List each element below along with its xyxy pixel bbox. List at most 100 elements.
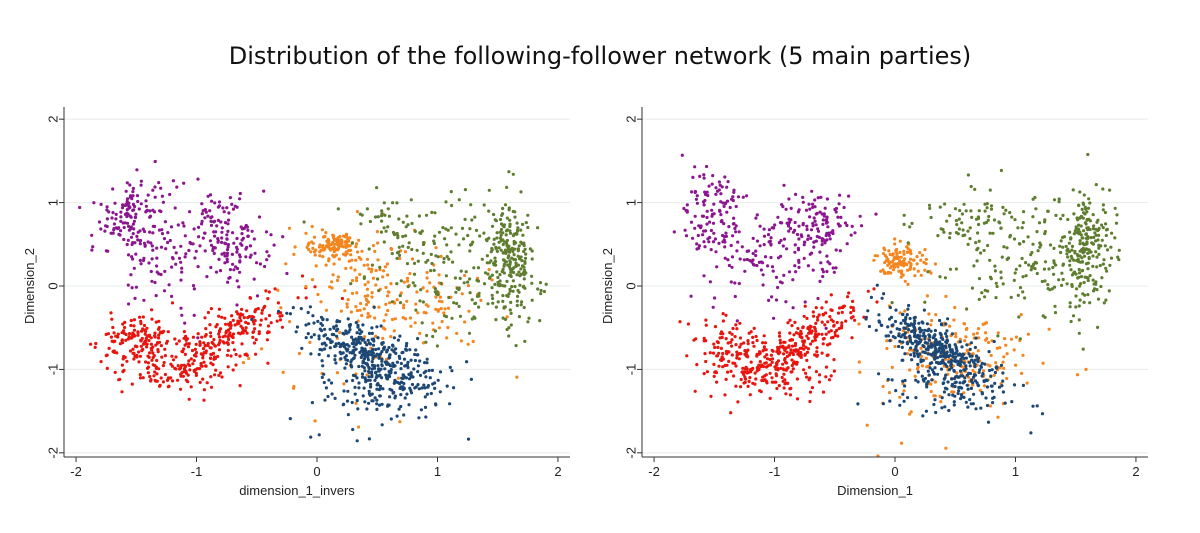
point-blue bbox=[360, 330, 364, 334]
point-blue bbox=[378, 394, 382, 398]
point-purple bbox=[838, 224, 842, 228]
point-red bbox=[229, 354, 233, 358]
point-purple bbox=[182, 181, 186, 185]
point-orange bbox=[885, 346, 889, 351]
point-orange bbox=[343, 289, 347, 293]
point-green bbox=[1059, 239, 1063, 243]
point-green bbox=[1078, 271, 1082, 275]
point-blue bbox=[387, 345, 391, 350]
point-purple bbox=[179, 260, 183, 264]
point-green bbox=[424, 213, 429, 217]
point-purple bbox=[169, 225, 174, 229]
point-blue bbox=[312, 321, 316, 325]
point-orange bbox=[918, 251, 922, 255]
point-green bbox=[1016, 293, 1020, 297]
point-green bbox=[516, 226, 520, 230]
point-blue bbox=[466, 437, 471, 441]
point-orange bbox=[381, 275, 385, 279]
point-orange bbox=[446, 306, 451, 310]
point-purple bbox=[269, 233, 273, 237]
point-green bbox=[463, 188, 467, 192]
point-purple bbox=[144, 204, 148, 208]
point-green bbox=[985, 206, 989, 210]
point-purple bbox=[733, 281, 737, 285]
point-orange bbox=[350, 258, 354, 262]
point-green bbox=[1092, 224, 1096, 228]
point-red bbox=[138, 376, 143, 380]
point-orange bbox=[316, 292, 320, 297]
point-purple bbox=[725, 210, 729, 214]
point-purple bbox=[141, 227, 145, 231]
point-blue bbox=[316, 319, 320, 323]
point-orange bbox=[314, 264, 318, 268]
point-red bbox=[224, 331, 228, 335]
point-blue bbox=[928, 366, 932, 370]
point-blue bbox=[947, 393, 951, 397]
point-purple bbox=[179, 278, 183, 282]
point-purple bbox=[772, 316, 776, 320]
point-red bbox=[161, 380, 165, 384]
point-red bbox=[163, 354, 167, 358]
point-green bbox=[1043, 232, 1047, 236]
point-red bbox=[777, 347, 781, 352]
point-green bbox=[1091, 227, 1095, 231]
point-red bbox=[808, 399, 812, 404]
point-purple bbox=[136, 199, 140, 204]
point-red bbox=[181, 374, 185, 378]
x-tick-label: 0 bbox=[313, 464, 320, 479]
point-green bbox=[507, 170, 511, 174]
point-red bbox=[770, 348, 774, 352]
point-red bbox=[694, 337, 698, 341]
point-green bbox=[376, 277, 380, 281]
point-red bbox=[835, 320, 839, 325]
point-blue bbox=[320, 359, 324, 363]
point-orange bbox=[354, 258, 358, 262]
point-orange bbox=[442, 311, 446, 315]
point-orange bbox=[929, 323, 933, 327]
point-red bbox=[862, 315, 866, 319]
point-green bbox=[1082, 300, 1086, 304]
point-red bbox=[150, 348, 154, 352]
point-green bbox=[948, 267, 953, 271]
point-green bbox=[433, 234, 437, 238]
point-orange bbox=[908, 368, 912, 372]
point-blue bbox=[342, 402, 346, 406]
point-blue bbox=[366, 363, 370, 367]
point-green bbox=[1023, 296, 1027, 300]
point-red bbox=[784, 392, 788, 396]
point-red bbox=[157, 333, 161, 337]
point-purple bbox=[209, 216, 213, 220]
point-green bbox=[1038, 245, 1042, 249]
point-green bbox=[511, 249, 515, 254]
point-green bbox=[1061, 235, 1065, 239]
point-blue bbox=[368, 378, 372, 382]
point-red bbox=[752, 344, 756, 348]
point-purple bbox=[226, 218, 231, 222]
point-purple bbox=[105, 205, 109, 209]
point-purple bbox=[734, 224, 738, 228]
point-green bbox=[999, 168, 1003, 173]
point-blue bbox=[933, 328, 937, 333]
point-purple bbox=[234, 265, 238, 269]
point-red bbox=[737, 357, 741, 361]
point-green bbox=[1033, 195, 1037, 200]
point-green bbox=[1072, 232, 1076, 236]
point-red bbox=[131, 347, 135, 351]
point-red bbox=[243, 329, 247, 333]
point-blue bbox=[324, 343, 328, 347]
point-blue bbox=[326, 354, 330, 358]
point-blue bbox=[942, 390, 946, 394]
point-red bbox=[738, 345, 742, 349]
point-blue bbox=[335, 334, 339, 338]
point-orange bbox=[375, 230, 379, 234]
point-red bbox=[280, 325, 284, 329]
point-red bbox=[832, 369, 836, 373]
point-blue bbox=[992, 339, 996, 344]
point-orange bbox=[363, 335, 367, 339]
point-purple bbox=[702, 176, 706, 180]
point-green bbox=[1100, 238, 1104, 242]
point-purple bbox=[163, 269, 167, 273]
point-blue bbox=[926, 352, 930, 356]
point-green bbox=[954, 267, 958, 271]
